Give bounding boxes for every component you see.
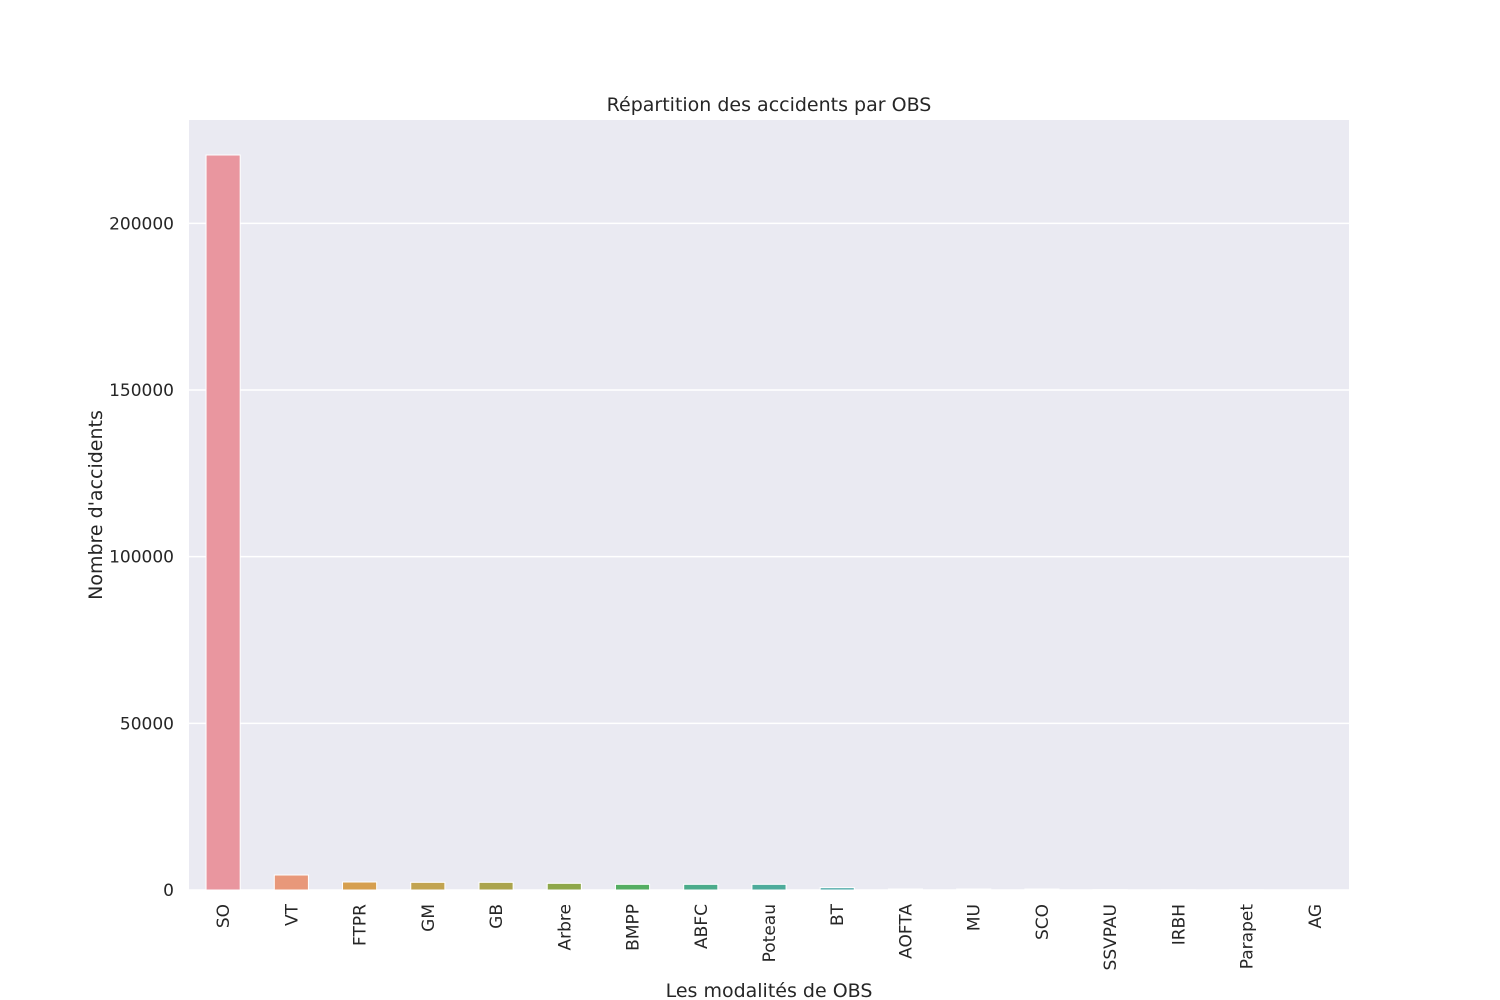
x-tick-label: AOFTA bbox=[896, 904, 916, 959]
bar-vt bbox=[273, 874, 309, 891]
bar-aofta bbox=[887, 888, 924, 891]
x-tick-label: AG bbox=[1306, 904, 1326, 929]
bar-bt bbox=[819, 887, 855, 891]
x-tick-label: SCO bbox=[1033, 904, 1053, 940]
gridlines bbox=[189, 222, 1349, 891]
x-tick-label: Arbre bbox=[555, 904, 575, 950]
x-tick-label: SO bbox=[214, 904, 234, 928]
y-tick-label: 150000 bbox=[109, 381, 174, 401]
bar-irbh bbox=[1160, 889, 1196, 891]
x-tick-label: GM bbox=[419, 904, 439, 932]
bar-mu bbox=[956, 888, 992, 891]
x-tick-label: SSVPAU bbox=[1101, 904, 1121, 970]
y-axis-label: Nombre d'accidents bbox=[85, 410, 107, 600]
x-tick-label: Poteau bbox=[760, 904, 780, 962]
x-tick-label: Parapet bbox=[1238, 904, 1258, 970]
bar-so bbox=[205, 154, 241, 891]
bar-sco bbox=[1024, 888, 1060, 891]
bar-ftpr bbox=[342, 881, 378, 891]
y-tick-label: 100000 bbox=[109, 548, 174, 568]
y-tick-label: 0 bbox=[163, 881, 174, 901]
bar-gm bbox=[410, 881, 446, 891]
bar-ssvpau bbox=[1092, 889, 1128, 891]
bar-parapet bbox=[1229, 889, 1265, 891]
y-tick-label: 200000 bbox=[109, 214, 174, 234]
chart-title: Répartition des accidents par OBS bbox=[607, 94, 932, 116]
bar-gb bbox=[478, 881, 514, 891]
bar-bmpp bbox=[614, 883, 651, 891]
x-tick-label: BT bbox=[828, 903, 848, 926]
bars bbox=[205, 154, 1333, 891]
x-axis-label: Les modalités de OBS bbox=[666, 980, 873, 1000]
bar-poteau bbox=[751, 883, 787, 891]
bar-arbre bbox=[546, 882, 582, 891]
x-tick-label: IRBH bbox=[1169, 904, 1189, 945]
y-tick-labels: 0 50000 100000 150000 200000 bbox=[109, 214, 174, 901]
x-tick-label: GB bbox=[487, 904, 507, 929]
x-tick-label: FTPR bbox=[351, 904, 371, 946]
x-tick-label: BMPP bbox=[624, 904, 644, 951]
bar-abfc bbox=[683, 883, 719, 891]
bar-ag bbox=[1297, 889, 1333, 891]
plot-background bbox=[189, 120, 1349, 890]
x-tick-label: ABFC bbox=[692, 904, 712, 949]
y-tick-label: 50000 bbox=[120, 714, 174, 734]
x-tick-labels: SO VT FTPR GM GB Arbre BMPP ABFC Poteau BT AOFTA MU… bbox=[214, 903, 1326, 970]
x-tick-label: VT bbox=[282, 903, 302, 926]
x-tick-label: MU bbox=[965, 904, 985, 931]
